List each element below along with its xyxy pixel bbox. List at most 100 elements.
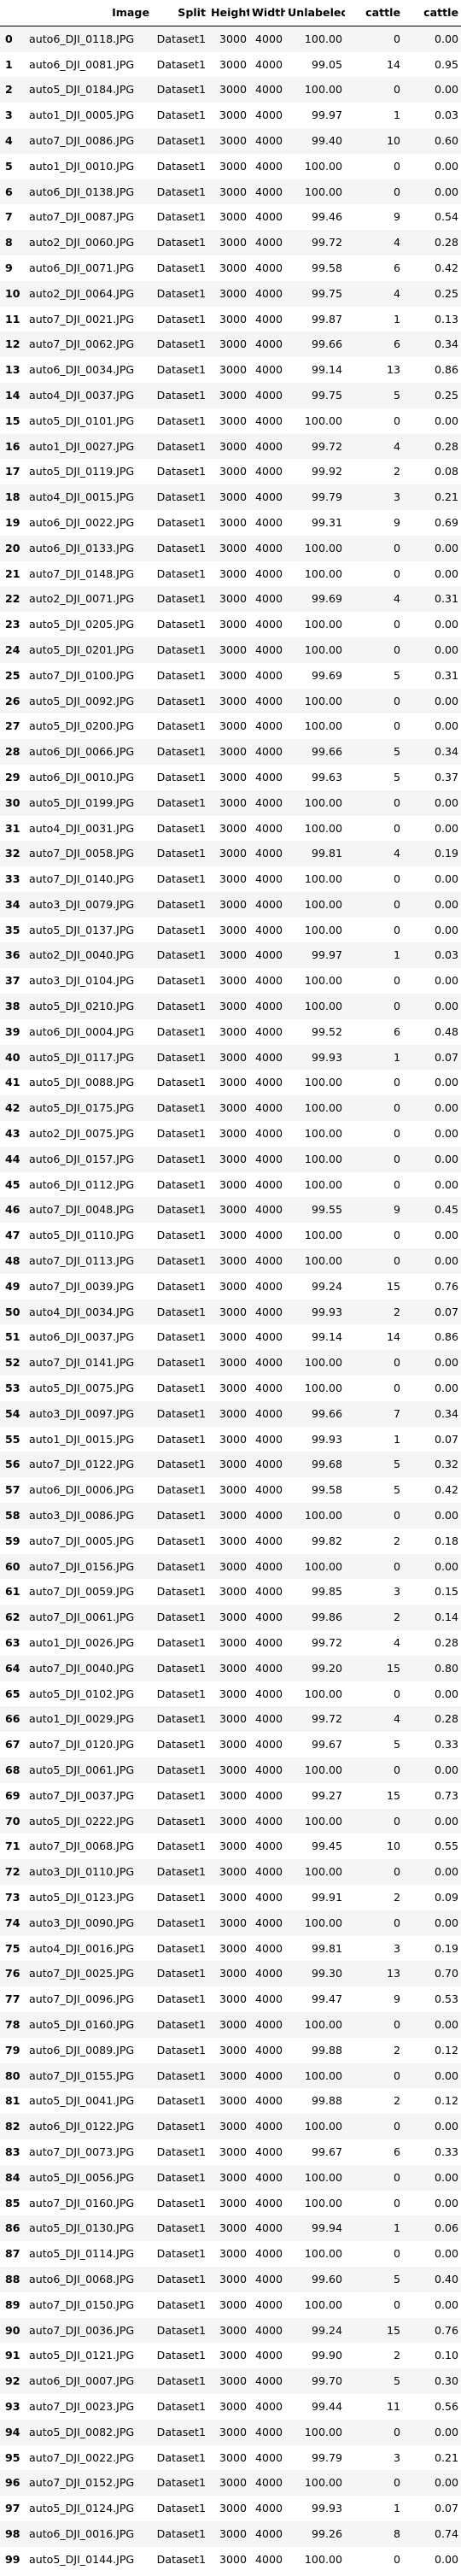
row-index: 90 bbox=[5, 2323, 20, 2337]
row-index: 84 bbox=[5, 2170, 20, 2184]
cattle-count-cell: 0 bbox=[393, 897, 400, 911]
table-row: 32 auto7_DJI_0058.JPG Dataset1 3000 4000 99.8… bbox=[0, 841, 461, 867]
cattle-percent-cell: 0.33 bbox=[434, 2145, 458, 2158]
image-cell: auto5_DJI_0184.JPG bbox=[29, 83, 135, 97]
unlabeled-cell: 99.85 bbox=[311, 1585, 342, 1599]
row-index: 16 bbox=[5, 439, 20, 453]
unlabeled-cell: 100.00 bbox=[304, 185, 342, 198]
width-cell: 4000 bbox=[254, 1024, 283, 1038]
table-row: 2 auto5_DJI_0184.JPG Dataset1 3000 4000 100.0… bbox=[0, 77, 461, 103]
cattle-count-cell: 0 bbox=[393, 32, 400, 45]
image-cell: auto7_DJI_0040.JPG bbox=[29, 1661, 135, 1675]
unlabeled-cell: 99.31 bbox=[311, 515, 342, 529]
width-cell: 4000 bbox=[254, 1458, 283, 1471]
width-cell: 4000 bbox=[254, 1406, 283, 1420]
cattle-percent-cell: 0.00 bbox=[434, 2196, 458, 2209]
image-cell: auto5_DJI_0144.JPG bbox=[29, 2552, 135, 2566]
width-cell: 4000 bbox=[254, 1840, 283, 1853]
split-cell: Dataset1 bbox=[156, 1432, 206, 1446]
unlabeled-cell: 100.00 bbox=[304, 83, 342, 97]
height-cell: 3000 bbox=[219, 770, 247, 783]
height-cell: 3000 bbox=[219, 2017, 247, 2031]
cattle-percent-cell: 0.28 bbox=[434, 439, 458, 453]
table-row: 63 auto1_DJI_0026.JPG Dataset1 3000 4000 99.7… bbox=[0, 1630, 461, 1656]
cattle-count-cell: 0 bbox=[393, 1076, 400, 1089]
height-cell: 3000 bbox=[219, 1890, 247, 1904]
cattle-count-cell: 2 bbox=[393, 1305, 400, 1318]
image-cell: auto6_DJI_0037.JPG bbox=[29, 1330, 135, 1344]
width-cell: 4000 bbox=[254, 2043, 283, 2057]
height-column-header: Height bbox=[208, 0, 249, 26]
row-index: 75 bbox=[5, 1941, 20, 1955]
split-cell: Dataset1 bbox=[156, 618, 206, 631]
row-index: 4 bbox=[5, 133, 13, 147]
cattle-count-cell: 2 bbox=[393, 2349, 400, 2362]
unlabeled-cell: 100.00 bbox=[304, 566, 342, 580]
row-index: 62 bbox=[5, 1611, 20, 1624]
table-row: 70 auto5_DJI_0222.JPG Dataset1 3000 4000 100.… bbox=[0, 1808, 461, 1834]
width-column-header: Width bbox=[249, 0, 285, 26]
cattle-count-cell: 4 bbox=[393, 592, 400, 606]
cattle-percent-cell: 0.80 bbox=[434, 1661, 458, 1675]
height-cell: 3000 bbox=[219, 1992, 247, 2006]
row-index: 73 bbox=[5, 1890, 20, 1904]
row-index: 57 bbox=[5, 1483, 20, 1497]
cattle-percent-cell: 0.45 bbox=[434, 1203, 458, 1217]
height-cell: 3000 bbox=[219, 566, 247, 580]
image-cell: auto7_DJI_0140.JPG bbox=[29, 872, 135, 886]
image-cell: auto1_DJI_0029.JPG bbox=[29, 1712, 135, 1726]
unlabeled-cell: 100.00 bbox=[304, 2425, 342, 2438]
unlabeled-cell: 99.87 bbox=[311, 312, 342, 326]
image-cell: auto5_DJI_0056.JPG bbox=[29, 2170, 135, 2184]
row-index: 46 bbox=[5, 1203, 20, 1217]
row-index: 43 bbox=[5, 1127, 20, 1141]
split-cell: Dataset1 bbox=[156, 133, 206, 147]
width-cell: 4000 bbox=[254, 1636, 283, 1649]
unlabeled-cell: 99.75 bbox=[311, 388, 342, 402]
unlabeled-cell: 100.00 bbox=[304, 872, 342, 886]
row-index: 18 bbox=[5, 490, 20, 504]
split-cell: Dataset1 bbox=[156, 1509, 206, 1523]
unlabeled-cell: 99.91 bbox=[311, 1890, 342, 1904]
image-cell: auto1_DJI_0015.JPG bbox=[29, 1432, 135, 1446]
image-cell: auto2_DJI_0071.JPG bbox=[29, 592, 135, 606]
cattle-percent-cell: 0.00 bbox=[434, 872, 458, 886]
cattle-percent-cell: 0.31 bbox=[434, 668, 458, 682]
unlabeled-cell: 99.86 bbox=[311, 1611, 342, 1624]
row-index: 52 bbox=[5, 1356, 20, 1370]
row-index: 56 bbox=[5, 1458, 20, 1471]
cattle-percent-cell: 0.73 bbox=[434, 1788, 458, 1802]
width-cell: 4000 bbox=[254, 109, 283, 122]
unlabeled-cell: 99.27 bbox=[311, 1788, 342, 1802]
height-cell: 3000 bbox=[219, 1636, 247, 1649]
cattle-count-cell: 0 bbox=[393, 2196, 400, 2209]
row-index: 77 bbox=[5, 1992, 20, 2006]
cattle-percent-cell: 0.15 bbox=[434, 1585, 458, 1599]
height-cell: 3000 bbox=[219, 795, 247, 809]
table-row: 62 auto7_DJI_0061.JPG Dataset1 3000 4000 99.8… bbox=[0, 1605, 461, 1630]
cattle-percent-cell: 0.42 bbox=[434, 261, 458, 274]
cattle-percent-cell: 0.00 bbox=[434, 1177, 458, 1191]
height-cell: 3000 bbox=[219, 719, 247, 733]
row-index: 66 bbox=[5, 1712, 20, 1726]
table-row: 46 auto7_DJI_0048.JPG Dataset1 3000 4000 99.5… bbox=[0, 1197, 461, 1223]
unlabeled-cell: 100.00 bbox=[304, 414, 342, 427]
row-index: 0 bbox=[5, 32, 13, 45]
cattle-percent-cell: 0.07 bbox=[434, 1432, 458, 1446]
height-cell: 3000 bbox=[219, 948, 247, 962]
row-index: 88 bbox=[5, 2272, 20, 2286]
split-cell: Dataset1 bbox=[156, 2094, 206, 2108]
split-column-header: Split bbox=[152, 0, 208, 26]
table-row: 9 auto6_DJI_0071.JPG Dataset1 3000 4000 99.58… bbox=[0, 255, 461, 281]
table-row: 91 auto5_DJI_0121.JPG Dataset1 3000 4000 99.9… bbox=[0, 2343, 461, 2369]
image-cell: auto6_DJI_0066.JPG bbox=[29, 745, 135, 759]
table-row: 85 auto7_DJI_0160.JPG Dataset1 3000 4000 100.… bbox=[0, 2190, 461, 2216]
cattle-percent-cell: 0.00 bbox=[434, 1127, 458, 1141]
cattle-count-cell: 0 bbox=[393, 694, 400, 707]
width-cell: 4000 bbox=[254, 2323, 283, 2337]
split-cell: Dataset1 bbox=[156, 1661, 206, 1675]
unlabeled-cell: 100.00 bbox=[304, 2196, 342, 2209]
table-row: 95 auto7_DJI_0022.JPG Dataset1 3000 4000 99.7… bbox=[0, 2444, 461, 2471]
image-cell: auto1_DJI_0010.JPG bbox=[29, 159, 135, 173]
height-cell: 3000 bbox=[219, 745, 247, 759]
